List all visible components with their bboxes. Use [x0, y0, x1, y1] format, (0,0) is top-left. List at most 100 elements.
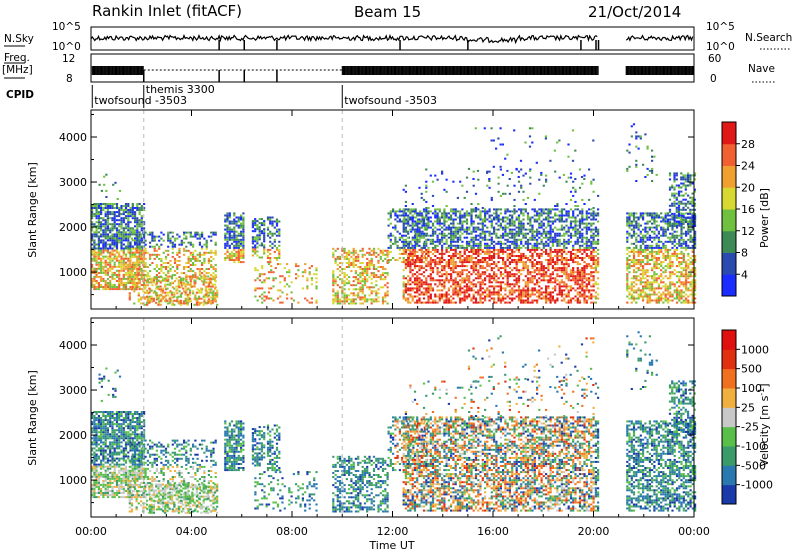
range-gate-cell	[547, 252, 550, 255]
range-gate-cell	[194, 294, 197, 297]
range-gate-cell	[394, 210, 397, 213]
range-gate-cell	[270, 265, 273, 268]
range-gate-cell	[441, 275, 444, 278]
range-gate-cell	[113, 213, 116, 216]
range-gate-cell	[363, 253, 367, 256]
range-gate-cell	[155, 243, 158, 246]
range-gate-cell	[470, 250, 473, 253]
range-gate-cell	[445, 242, 448, 245]
range-gate-cell	[434, 212, 437, 215]
range-gate-cell	[205, 247, 208, 250]
range-gate-cell	[124, 265, 128, 268]
range-gate-cell	[275, 228, 279, 231]
range-gate-cell	[359, 274, 362, 277]
range-gate-cell	[470, 216, 473, 219]
range-gate-cell	[115, 275, 119, 278]
range-gate-cell	[93, 251, 96, 254]
range-gate-cell	[499, 297, 502, 300]
range-gate-cell	[452, 301, 455, 304]
range-gate-cell	[363, 266, 367, 268]
range-gate-cell	[224, 246, 227, 249]
range-gate-cell	[502, 263, 505, 266]
range-gate-cell	[93, 233, 96, 236]
range-gate-cell	[497, 214, 500, 217]
range-gate-cell	[354, 288, 357, 291]
range-gate-cell	[357, 255, 360, 258]
range-gate-cell	[176, 296, 179, 299]
range-gate-cell	[459, 283, 462, 286]
range-gate-cell	[350, 300, 353, 303]
range-gate-cell	[350, 251, 353, 254]
range-gate-cell	[472, 297, 475, 300]
range-gate-cell	[452, 238, 455, 241]
range-gate-cell	[431, 299, 435, 302]
range-gate-cell	[542, 265, 545, 268]
range-gate-cell	[504, 210, 507, 213]
range-gate-cell	[558, 287, 561, 290]
range-gate-cell	[203, 298, 206, 301]
range-gate-cell	[459, 228, 462, 231]
range-gate-cell	[459, 244, 462, 247]
range-gate-cell	[235, 252, 238, 255]
range-gate-cell	[542, 212, 545, 215]
range-gate-cell	[418, 234, 421, 237]
range-gate-cell	[251, 230, 254, 233]
range-gate-cell	[167, 266, 170, 268]
range-gate-cell	[456, 222, 459, 225]
range-gate-cell	[332, 274, 335, 277]
range-gate-cell	[213, 297, 217, 300]
range-gate-cell	[461, 255, 464, 257]
range-gate-cell	[533, 246, 536, 249]
range-gate-cell	[431, 277, 435, 280]
range-gate-cell	[459, 287, 462, 290]
range-gate-cell	[167, 262, 170, 264]
range-gate-cell	[256, 234, 259, 237]
range-gate-cell	[411, 222, 414, 225]
range-gate-cell	[540, 255, 543, 257]
range-gate-cell	[124, 257, 128, 260]
range-gate-cell	[531, 232, 534, 235]
range-gate-cell	[370, 257, 373, 260]
range-gate-cell	[171, 286, 174, 289]
range-gate-cell	[104, 207, 107, 209]
range-gate-cell	[452, 232, 455, 235]
range-gate-cell	[348, 259, 351, 262]
range-gate-cell	[115, 286, 119, 288]
range-gate-cell	[146, 298, 149, 301]
range-gate-cell	[106, 257, 109, 260]
range-gate-cell	[431, 261, 435, 264]
range-gate-cell	[418, 293, 421, 296]
range-gate-cell	[490, 259, 493, 261]
range-gate-cell	[91, 284, 94, 286]
range-gate-cell	[416, 234, 419, 237]
range-gate-cell	[488, 291, 491, 294]
range-gate-cell	[144, 257, 147, 260]
range-gate-cell	[497, 281, 500, 284]
range-gate-cell	[186, 303, 189, 306]
range-gate-cell	[463, 277, 466, 280]
range-gate-cell	[529, 238, 532, 241]
range-gate-cell	[140, 209, 143, 211]
range-gate-cell	[240, 257, 243, 259]
range-gate-cell	[242, 216, 245, 219]
range-gate-cell	[558, 248, 561, 251]
range-gate-cell	[194, 259, 197, 262]
range-gate-cell	[155, 253, 158, 256]
range-gate-cell	[465, 269, 469, 272]
range-gate-cell	[171, 255, 174, 258]
range-gate-cell	[454, 261, 457, 264]
range-gate-cell	[161, 279, 165, 282]
range-gate-cell	[183, 302, 186, 305]
range-gate-cell	[100, 223, 103, 226]
range-gate-cell	[556, 252, 559, 255]
range-gate-cell	[207, 299, 210, 302]
range-gate-cell	[420, 267, 423, 270]
range-gate-cell	[542, 230, 545, 233]
range-gate-cell	[517, 220, 521, 223]
range-gate-cell	[420, 259, 423, 261]
range-gate-cell	[140, 298, 143, 301]
range-gate-cell	[477, 208, 480, 211]
range-gate-cell	[441, 214, 444, 217]
range-gate-cell	[517, 216, 521, 219]
range-gate-cell	[488, 216, 491, 219]
